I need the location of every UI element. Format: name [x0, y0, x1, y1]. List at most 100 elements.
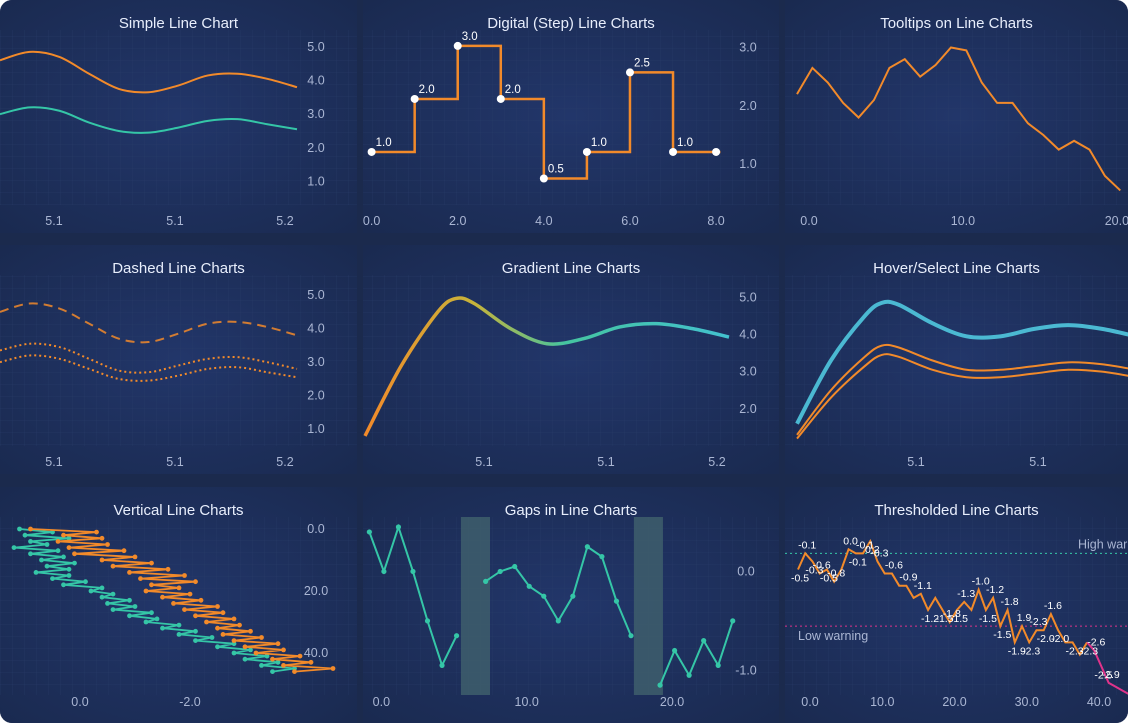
vertical-teal-point — [44, 563, 50, 569]
data-label: 0.5 — [548, 163, 564, 175]
gaps-point — [483, 578, 489, 584]
data-label: 2.0 — [505, 84, 521, 96]
threshold-data-label: -2.9 — [1102, 669, 1120, 681]
step-point — [582, 147, 591, 156]
vertical-orange-point — [182, 573, 187, 578]
vertical-orange-point — [242, 644, 248, 650]
vertical-teal-point — [270, 669, 275, 674]
vertical-orange-point — [187, 591, 193, 597]
threshold-data-label: -2.6 — [1087, 636, 1105, 648]
vertical-teal-point — [39, 557, 44, 563]
x-tick-label: 0.0 — [363, 214, 380, 228]
threshold-data-label: -0.6 — [885, 560, 903, 572]
chart-title: Dashed Line Charts — [112, 260, 245, 277]
high-warning-label: High warning — [1078, 537, 1128, 551]
vertical-orange-point — [176, 585, 182, 591]
gaps-point — [686, 672, 692, 678]
vertical-orange-point — [110, 563, 116, 569]
vertical-orange-point — [220, 632, 226, 637]
vertical-teal-point — [132, 604, 138, 609]
vertical-orange-point — [165, 566, 171, 572]
vertical-teal-point — [22, 532, 28, 538]
vertical-teal-point — [264, 653, 270, 659]
step-point — [669, 147, 678, 156]
y-tick-label: 4.0 — [307, 322, 324, 336]
chart-panel-simple: Simple Line Chart 5.0 4.0 3.0 2.0 1.0 5.1 5.1 5.… — [0, 0, 357, 233]
dashed-series-2 — [0, 342, 298, 374]
vertical-orange-point — [99, 535, 105, 541]
vertical-orange-point — [138, 576, 143, 581]
gaps-point — [410, 568, 416, 575]
vertical-teal-point — [149, 610, 154, 616]
vertical-orange-point — [231, 638, 237, 643]
data-label: 1.0 — [677, 137, 693, 149]
threshold-data-label: -0.1 — [856, 539, 874, 551]
threshold-normal-line — [797, 538, 1088, 657]
x-tick-label: -2.0 — [179, 695, 201, 709]
vertical-teal-point — [143, 619, 149, 625]
vertical-orange-point — [66, 545, 72, 550]
gaps-point — [395, 524, 402, 530]
threshold-low-line — [1086, 641, 1128, 695]
chart-panel-gaps: Gaps in Line Charts 0.0 -1.0 0.0 10.0 20.0 — [363, 487, 779, 723]
gaps-line-segment-3 — [659, 620, 734, 686]
step-point — [453, 41, 462, 50]
vertical-orange-point — [182, 607, 187, 612]
vertical-teal-point — [231, 650, 237, 656]
gaps-point — [584, 544, 590, 550]
vertical-teal-point — [72, 560, 77, 566]
data-label: 2.0 — [419, 84, 435, 96]
data-label: 1.0 — [591, 137, 607, 149]
y-tick-label: 1.0 — [739, 157, 756, 171]
vertical-teal-point — [61, 582, 66, 588]
gaps-point — [497, 568, 503, 575]
vertical-orange-point — [248, 628, 253, 634]
x-tick-label: 5.1 — [907, 455, 924, 469]
vertical-teal-point — [154, 616, 160, 622]
y-tick-label: 5.0 — [307, 288, 324, 302]
x-tick-label: 5.2 — [276, 455, 293, 469]
threshold-data-label: -1.2 — [921, 613, 939, 625]
vertical-teal-point — [11, 545, 17, 550]
data-label: 3.0 — [462, 31, 478, 43]
y-tick-label: 2.0 — [739, 99, 756, 113]
threshold-data-label: -0.5 — [791, 573, 809, 585]
y-tick-label: 3.0 — [739, 365, 756, 379]
vertical-teal-point — [209, 635, 215, 640]
y-tick-label: 0.0 — [737, 564, 754, 578]
vertical-orange-point — [292, 669, 297, 674]
x-tick-label: 40.0 — [1087, 695, 1111, 709]
vertical-teal-point — [160, 625, 165, 631]
vertical-orange-point — [127, 570, 132, 575]
vertical-teal-point — [215, 644, 220, 650]
vertical-orange-point — [198, 597, 204, 603]
vertical-orange-point — [105, 542, 110, 547]
gradient-series-line — [363, 296, 730, 437]
panel-gridlines — [785, 517, 1128, 695]
step-point — [410, 94, 419, 103]
vertical-orange-point — [281, 647, 286, 653]
low-warning-label: Low warning — [798, 629, 868, 643]
x-tick-label: 5.1 — [1029, 455, 1046, 469]
x-tick-label: 10.0 — [515, 695, 539, 709]
panel-gridlines — [0, 517, 357, 695]
data-label: 2.5 — [634, 57, 650, 69]
gaps-point — [439, 662, 445, 668]
vertical-teal-point — [127, 597, 132, 603]
vertical-teal-point — [28, 551, 33, 557]
threshold-data-label: 1.9 — [1017, 612, 1032, 624]
vertical-teal-point — [66, 573, 72, 578]
vertical-orange-point — [215, 604, 220, 609]
vertical-orange-point — [171, 601, 176, 606]
gaps-point — [730, 618, 736, 624]
vertical-orange-point — [94, 529, 99, 535]
vertical-orange-point — [204, 619, 209, 625]
y-tick-label: 1.0 — [307, 174, 324, 188]
vertical-orange-point — [237, 622, 242, 628]
vertical-orange-point — [253, 650, 259, 656]
vertical-teal-point — [275, 659, 281, 665]
vertical-orange-point — [143, 588, 149, 594]
vertical-teal-point — [28, 539, 33, 544]
dashed-series-3 — [0, 354, 298, 382]
